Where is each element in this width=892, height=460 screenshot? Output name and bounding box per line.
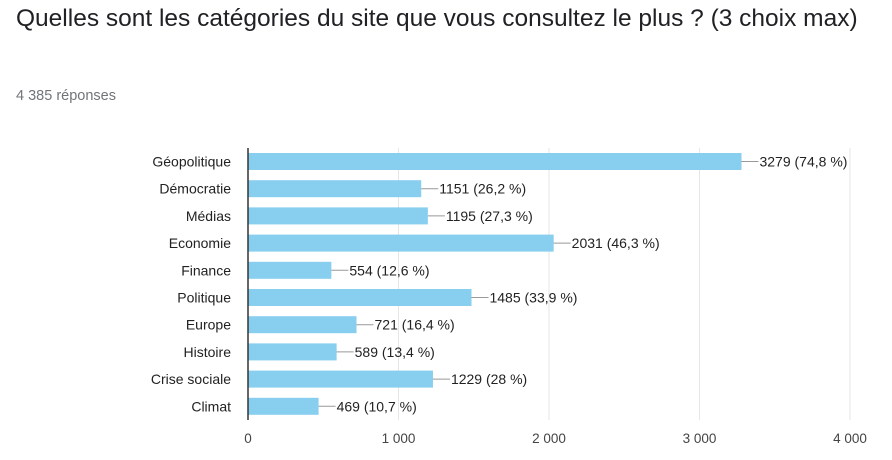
bar bbox=[248, 397, 319, 415]
value-label: 1229 (28 %) bbox=[451, 371, 527, 387]
value-label: 469 (10,7 %) bbox=[337, 398, 417, 414]
value-label: 554 (12,6 %) bbox=[349, 262, 429, 278]
category-label: Finance bbox=[181, 262, 231, 278]
category-label: Histoire bbox=[184, 344, 232, 360]
category-label: Politique bbox=[177, 290, 231, 306]
category-label: Médias bbox=[186, 208, 231, 224]
bar bbox=[248, 153, 742, 170]
value-label: 1151 (26,2 %) bbox=[439, 181, 526, 197]
value-label: 1195 (27,3 %) bbox=[446, 208, 533, 224]
value-labels: 3279 (74,8 %) 1151 (26,2 %) 1195 (27,3 %) 2… bbox=[318, 154, 847, 414]
bar bbox=[248, 370, 433, 388]
bar bbox=[248, 343, 337, 361]
x-tick-label: 2 000 bbox=[532, 431, 566, 446]
response-count: 4 385 réponses bbox=[16, 88, 116, 104]
x-tick-label: 3 000 bbox=[683, 431, 717, 446]
category-label: Climat bbox=[191, 398, 231, 414]
question-title: Quelles sont les catégories du site que … bbox=[16, 5, 858, 32]
value-label: 721 (16,4 %) bbox=[375, 317, 455, 333]
value-label: 589 (13,4 %) bbox=[355, 344, 435, 360]
x-tick-label: 1 000 bbox=[382, 431, 416, 446]
value-label: 3279 (74,8 %) bbox=[759, 154, 847, 170]
category-labels: Géopolitique Démocratie Médias Economie Fina… bbox=[151, 154, 231, 415]
bar bbox=[248, 180, 422, 198]
value-label: 2031 (46,3 %) bbox=[572, 235, 660, 251]
bar bbox=[248, 207, 428, 225]
category-label: Géopolitique bbox=[152, 154, 231, 170]
bar bbox=[248, 316, 357, 334]
x-tick-label: 4 000 bbox=[833, 431, 867, 446]
x-axis-ticks: 0 1 000 2 000 3 000 4 000 bbox=[244, 431, 867, 446]
bars bbox=[248, 153, 742, 415]
bar bbox=[248, 289, 472, 306]
x-tick-label: 0 bbox=[244, 431, 252, 446]
bar bbox=[248, 234, 554, 252]
category-label: Economie bbox=[169, 235, 231, 251]
category-label: Crise sociale bbox=[151, 371, 231, 387]
category-label: Démocratie bbox=[159, 181, 231, 197]
category-label: Europe bbox=[186, 317, 231, 333]
bar bbox=[248, 261, 332, 279]
value-label: 1485 (33,9 %) bbox=[489, 290, 577, 306]
